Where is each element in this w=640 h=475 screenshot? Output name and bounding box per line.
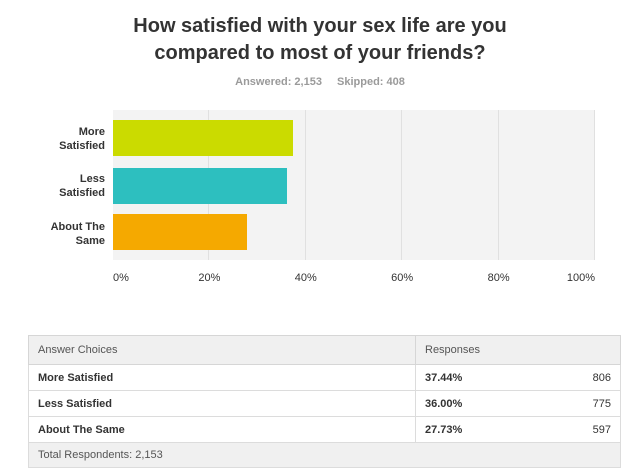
table-header-row: Answer Choices Responses: [28, 335, 621, 365]
table-row: About The Same 27.73% 597: [28, 416, 621, 443]
x-tick-label: 20%: [198, 272, 221, 284]
x-tick-label: 100%: [566, 272, 596, 284]
x-tick-label: 80%: [487, 272, 510, 284]
table-row: Less Satisfied 36.00% 775: [28, 390, 621, 417]
category-label: Less Satisfied: [10, 172, 105, 200]
category-label-line1: More: [78, 126, 105, 138]
x-tick-label: 40%: [294, 272, 317, 284]
category-label-line1: Less: [79, 173, 105, 185]
category-label-line2: Same: [75, 235, 105, 247]
gridline: [304, 110, 306, 260]
response-summary: Answered: 2,153 Skipped: 408: [0, 76, 640, 88]
category-label-line2: Satisfied: [59, 140, 105, 152]
answer-choices-header: Answer Choices: [28, 335, 416, 365]
answered-count: Answered: 2,153: [235, 76, 322, 88]
total-respondents: Total Respondents: 2,153: [28, 442, 621, 468]
bar-1: [113, 168, 287, 204]
percent-cell: 27.73%: [415, 416, 504, 443]
skipped-count: Skipped: 408: [337, 76, 405, 88]
x-tick-label: 0%: [113, 272, 129, 284]
bar-0: [113, 120, 294, 156]
question-title: How satisfied with your sex life are you…: [0, 13, 640, 67]
total-row: Total Respondents: 2,153: [28, 442, 621, 468]
percent-cell: 37.44%: [415, 364, 504, 391]
gridline: [497, 110, 499, 260]
choice-cell: Less Satisfied: [28, 390, 416, 417]
gridline: [401, 110, 403, 260]
category-label-line2: Satisfied: [59, 187, 105, 199]
category-label: About The Same: [10, 220, 105, 248]
percent-cell: 36.00%: [415, 390, 504, 417]
count-cell: 806: [504, 364, 621, 391]
responses-header: Responses: [415, 335, 621, 365]
choice-cell: More Satisfied: [28, 364, 416, 391]
question-title-line1: How satisfied with your sex life are you: [133, 15, 507, 37]
category-label: More Satisfied: [10, 125, 105, 153]
count-cell: 775: [504, 390, 621, 417]
bar-2: [113, 214, 247, 250]
results-table: Answer Choices Responses More Satisfied …: [28, 335, 621, 468]
count-cell: 597: [504, 416, 621, 443]
x-tick-label: 60%: [391, 272, 414, 284]
table-row: More Satisfied 37.44% 806: [28, 364, 621, 391]
category-label-line1: About The: [50, 221, 105, 233]
choice-cell: About The Same: [28, 416, 416, 443]
gridline: [594, 110, 595, 260]
question-title-line2: compared to most of your friends?: [154, 42, 486, 64]
